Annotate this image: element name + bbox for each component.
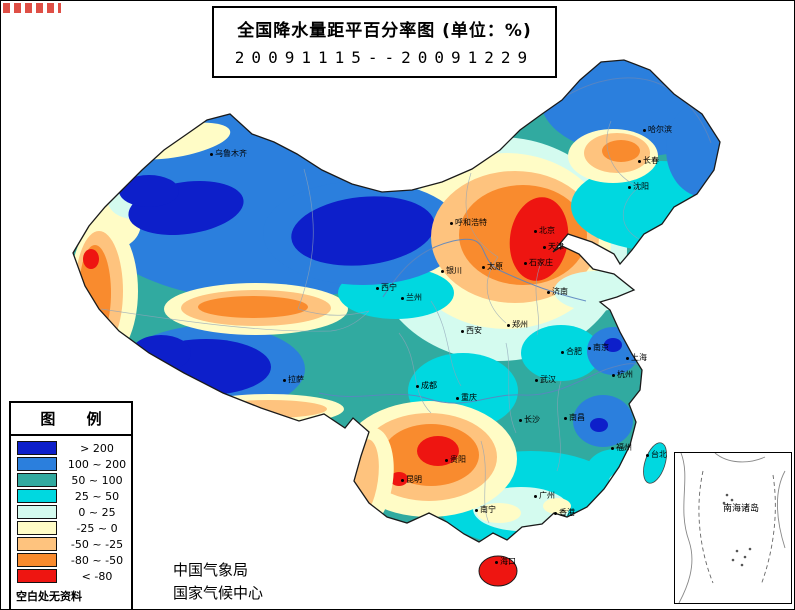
legend-color-swatch <box>17 521 57 535</box>
legend-range-label: < -80 <box>81 569 113 583</box>
legend-range-label: -25 ~ 0 <box>76 521 118 535</box>
inset-coastlines <box>678 453 786 603</box>
legend-item: 100 ~ 200 <box>11 456 131 472</box>
taiwan-island <box>643 442 667 484</box>
credit-center: 国家气候中心 <box>173 584 264 602</box>
legend-footnote: 空白处无资料 <box>16 590 82 603</box>
credits: 中国气象局 国家气候中心 <box>173 559 263 605</box>
legend-color-swatch <box>17 505 57 519</box>
legend-range-label: 25 ~ 50 <box>74 489 120 503</box>
legend-item: -80 ~ -50 <box>11 552 131 568</box>
map-title: 全国降水量距平百分率图 (单位：%) <box>237 21 532 41</box>
legend-item: 0 ~ 25 <box>11 504 131 520</box>
legend-range-label: 0 ~ 25 <box>78 505 116 519</box>
hainan-island <box>478 555 518 587</box>
legend-item: 50 ~ 100 <box>11 472 131 488</box>
credit-agency: 中国气象局 <box>173 561 249 579</box>
legend-color-swatch <box>17 457 57 471</box>
legend-box: 图 例 > 200 100 ~ 200 50 ~ 100 25 ~ 50 0 ~ 25 -… <box>9 401 133 609</box>
legend-range-label: -50 ~ -25 <box>70 537 124 551</box>
sea-inset-svg <box>678 453 786 603</box>
legend-color-swatch <box>17 537 57 551</box>
legend-color-swatch <box>17 569 57 583</box>
legend-item: 25 ~ 50 <box>11 488 131 504</box>
legend-range-label: > 200 <box>80 441 114 455</box>
legend-range-label: 50 ~ 100 <box>71 473 123 487</box>
legend-item: -25 ~ 0 <box>11 520 131 536</box>
legend-range-label: 100 ~ 200 <box>67 457 127 471</box>
inset-label: 南海诸岛 <box>723 504 760 514</box>
legend-color-swatch <box>17 441 57 455</box>
legend-title: 图 例 <box>11 403 131 436</box>
legend-color-swatch <box>17 473 57 487</box>
legend-color-swatch <box>17 489 57 503</box>
legend-items: > 200 100 ~ 200 50 ~ 100 25 ~ 50 0 ~ 25 -25 ~… <box>11 436 131 584</box>
legend-item: -50 ~ -25 <box>11 536 131 552</box>
south-china-sea-inset: 南海诸岛 <box>674 452 792 604</box>
province-borders <box>100 120 640 524</box>
inset-dashed-boundary <box>698 470 776 586</box>
red-stamp-watermark <box>3 3 61 13</box>
legend-color-swatch <box>17 553 57 567</box>
china-outline <box>72 59 721 543</box>
legend-range-label: -80 ~ -50 <box>70 553 124 567</box>
legend-item: < -80 <box>11 568 131 584</box>
map-date-range: 20091115--20091229 <box>234 48 535 67</box>
legend-item: > 200 <box>11 440 131 456</box>
map-title-box: 全国降水量距平百分率图 (单位：%) 20091115--20091229 <box>212 6 557 78</box>
inset-island-dots <box>722 493 752 567</box>
